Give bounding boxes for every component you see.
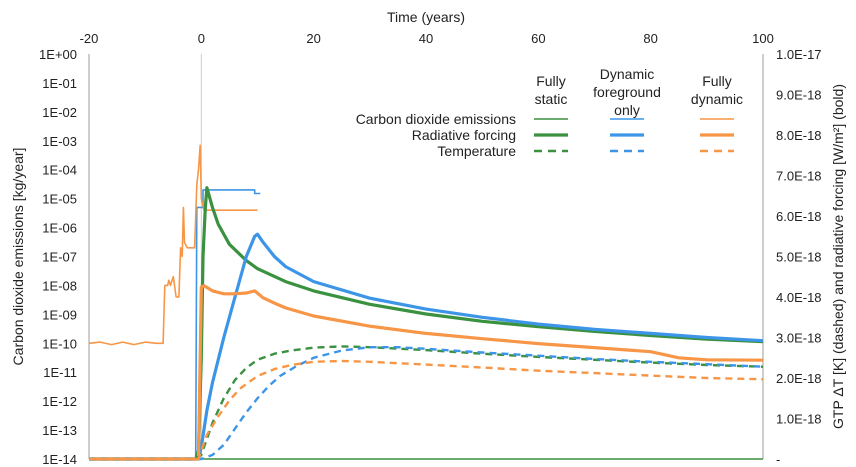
y-left-tick-label: 1E-09 bbox=[42, 307, 77, 322]
legend-column-header: only bbox=[614, 102, 640, 118]
x-tick-label: 100 bbox=[752, 31, 774, 46]
y-left-tick-label: 1E-01 bbox=[42, 76, 77, 91]
legend-column-header: foreground bbox=[593, 84, 661, 100]
series-line bbox=[89, 189, 261, 460]
legend-column-header: Dynamic bbox=[600, 66, 654, 82]
y-left-tick-label: 1E-12 bbox=[42, 394, 77, 409]
y-right-tick-label: 6.0E-18 bbox=[776, 209, 822, 224]
y-left-tick-label: 1E-02 bbox=[42, 105, 77, 120]
y-left-tick-label: 1E-08 bbox=[42, 278, 77, 293]
x-tick-label: 20 bbox=[306, 31, 320, 46]
y-left-tick-label: 1E-11 bbox=[43, 365, 77, 380]
y-right-tick-label: - bbox=[776, 452, 780, 467]
y-right-tick-label: 3.0E-18 bbox=[776, 331, 822, 346]
series-line bbox=[89, 346, 764, 461]
y-right-tick-label: 2.0E-18 bbox=[776, 371, 822, 386]
series-line bbox=[89, 359, 764, 461]
y-left-tick-label: 1E+00 bbox=[39, 47, 77, 62]
y-left-axis-title: Carbon dioxide emissions [kg/year] bbox=[10, 148, 26, 366]
y-right-tick-label: 9.0E-18 bbox=[776, 88, 822, 103]
y-right-tick-label: 1.0E-18 bbox=[776, 412, 822, 427]
y-right-tick-label: 5.0E-18 bbox=[776, 250, 822, 265]
x-tick-label: 60 bbox=[531, 31, 545, 46]
series-line bbox=[89, 186, 764, 461]
y-left-tick-label: 1E-03 bbox=[42, 134, 77, 149]
y-right-tick-label: 1.0E-17 bbox=[776, 47, 822, 62]
legend-column-header: static bbox=[535, 91, 568, 107]
series-line bbox=[88, 144, 258, 346]
legend-column-header: dynamic bbox=[691, 91, 743, 107]
series-layer bbox=[88, 144, 764, 461]
legend-row-label: Carbon dioxide emissions bbox=[356, 111, 516, 127]
y-right-axis-title: GTP ΔT [K] (dashed) and radiative forcin… bbox=[830, 84, 846, 429]
y-left-tick-label: 1E-05 bbox=[42, 192, 77, 207]
y-right-tick-label: 7.0E-18 bbox=[776, 169, 822, 184]
y-right-tick-label: 4.0E-18 bbox=[776, 290, 822, 305]
legend: Fully static Dynamic foreground only Fully dyn… bbox=[356, 66, 743, 159]
y-left-tick-label: 1E-06 bbox=[42, 221, 77, 236]
y-left-tick-label: 1E-14 bbox=[42, 452, 77, 467]
legend-column-header: Fully bbox=[702, 73, 732, 89]
x-tick-label: 80 bbox=[643, 31, 657, 46]
x-tick-label: -20 bbox=[80, 31, 99, 46]
axes-layer: -20 0 20 40 60 80 100 Time (years) 1E+00 1E-01 1E-… bbox=[10, 9, 846, 467]
series-line bbox=[89, 345, 764, 461]
x-tick-label: 40 bbox=[419, 31, 433, 46]
y-left-tick-label: 1E-04 bbox=[42, 163, 77, 178]
series-line bbox=[89, 284, 764, 461]
series-line bbox=[89, 232, 764, 461]
x-axis-title: Time (years) bbox=[387, 9, 465, 25]
y-left-tick-label: 1E-13 bbox=[42, 423, 77, 438]
x-tick-label: 0 bbox=[198, 31, 205, 46]
legend-column-header: Fully bbox=[536, 73, 566, 89]
legend-row-label: Radiative forcing bbox=[412, 127, 516, 143]
y-left-tick-label: 1E-07 bbox=[42, 250, 77, 265]
y-right-tick-label: 8.0E-18 bbox=[776, 128, 822, 143]
legend-row-label: Temperature bbox=[437, 143, 516, 159]
y-left-tick-label: 1E-10 bbox=[42, 336, 77, 351]
